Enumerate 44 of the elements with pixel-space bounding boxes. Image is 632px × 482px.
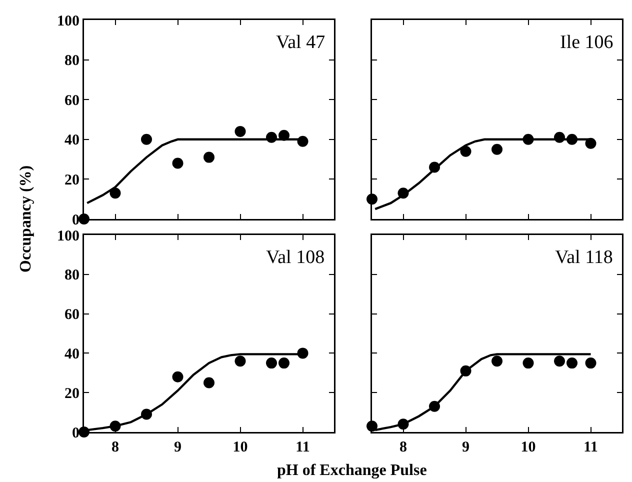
x-tick-label: 8 — [400, 440, 407, 456]
y-tick-label: 100 — [57, 13, 80, 30]
y-tick-label: 20 — [64, 172, 80, 188]
x-tick-label: 9 — [462, 440, 470, 456]
point — [172, 371, 184, 382]
annotation: Val 118 — [555, 247, 613, 268]
point — [492, 356, 502, 367]
point — [522, 358, 534, 369]
y-axis-title: Occupancy (%) — [18, 165, 34, 272]
annotation: Val 47 — [276, 32, 326, 53]
point — [585, 138, 596, 149]
point — [585, 358, 596, 369]
point — [554, 356, 565, 367]
annotation: Ile 106 — [560, 32, 614, 53]
y-tick-label: 80 — [64, 53, 80, 70]
x-tick-label: 10 — [232, 440, 248, 456]
x-axis-title: pH of Exchange Pulse — [277, 462, 427, 479]
y-tick-label: 0 — [72, 425, 80, 442]
point — [566, 358, 578, 369]
y-tick-label: 60 — [64, 92, 80, 109]
x-tick-label: 11 — [584, 440, 598, 456]
x-tick-label: 9 — [174, 440, 182, 456]
y-tick-label: 40 — [64, 132, 80, 149]
point — [172, 158, 184, 169]
x-tick-label: 11 — [296, 440, 310, 456]
point — [141, 134, 152, 145]
point — [460, 146, 472, 157]
y-tick-label: 60 — [64, 307, 80, 324]
point — [278, 358, 290, 369]
point — [204, 377, 214, 388]
y-tick-label: 80 — [64, 268, 80, 284]
point — [110, 188, 121, 199]
y-tick-label: 0 — [72, 212, 80, 228]
point — [204, 152, 214, 163]
x-tick-label: 10 — [520, 440, 536, 456]
y-tick-label: 20 — [64, 386, 80, 402]
point — [266, 358, 277, 369]
point — [492, 144, 502, 155]
y-tick-label: 100 — [57, 228, 80, 244]
y-tick-label: 40 — [64, 346, 80, 362]
annotation: Val 108 — [266, 247, 325, 268]
point — [234, 356, 246, 367]
point — [234, 126, 246, 137]
x-tick-label: 8 — [112, 440, 119, 456]
